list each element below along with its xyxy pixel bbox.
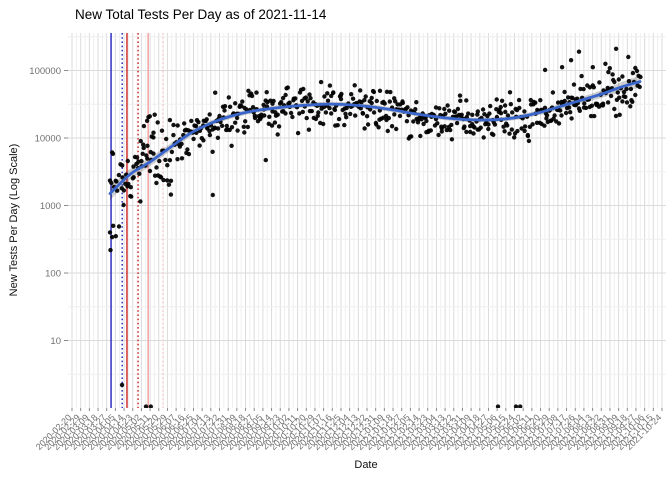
y-tick-label: 10 [50, 336, 61, 347]
y-tick-label: 100 [45, 269, 61, 280]
trend-line [108, 80, 642, 195]
y-tick-label: 100000 [29, 66, 61, 77]
x-axis: 2020-02-202020-02-292020-03-092020-03-18… [34, 408, 663, 452]
y-tick-label: 1000 [40, 201, 61, 212]
chart-title: New Total Tests Per Day as of 2021-11-14 [75, 7, 327, 22]
gridlines [68, 33, 666, 408]
reference-vlines [110, 33, 164, 408]
y-axis: 10 100 1000 10000 100000 [29, 66, 68, 347]
y-tick-label: 10000 [35, 134, 61, 145]
x-axis-label: Date [354, 459, 378, 471]
